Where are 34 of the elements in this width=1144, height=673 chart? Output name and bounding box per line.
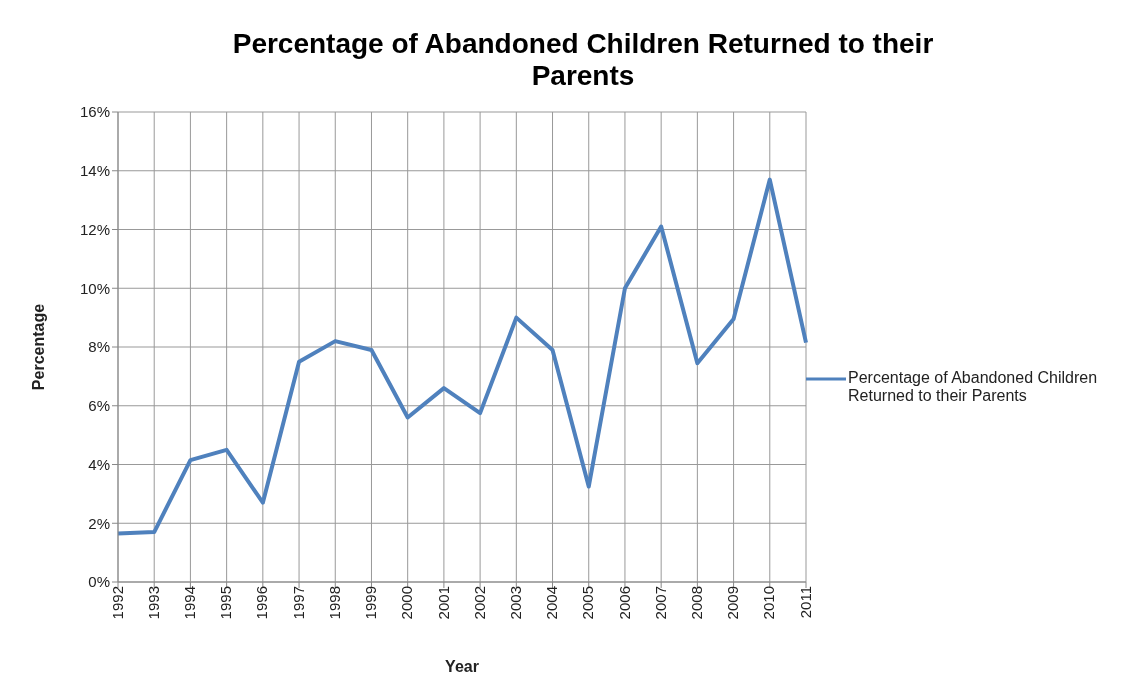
x-tick-label: 1992 [108,586,126,620]
y-tick-label: 16% [79,103,110,121]
y-axis-title: Percentage [29,303,47,391]
x-tick-label: 2011 [796,586,814,619]
x-tick-label: 1994 [181,586,199,620]
y-tick-label: 4% [88,455,110,473]
x-tick-label: 1997 [289,586,307,620]
x-tick-label: 1998 [325,586,343,620]
x-axis-title: Year [445,658,479,673]
x-tick-label: 2009 [724,586,742,620]
y-tick-label: 12% [79,220,110,238]
y-tick-label: 8% [88,338,110,356]
x-tick-label: 2004 [543,586,561,620]
y-tick-label: 14% [79,162,110,180]
y-tick-label: 10% [79,279,110,297]
y-tick-label: 6% [88,397,110,415]
x-tick-label: 1996 [253,586,271,620]
x-tick-label: 1995 [217,586,235,620]
x-tick-label: 2003 [506,586,524,620]
x-tick-label: 1999 [362,586,380,620]
x-tick-label: 2007 [651,586,669,620]
y-tick-label: 0% [88,573,110,591]
x-tick-label: 2006 [615,586,633,620]
x-tick-label: 2010 [760,586,778,620]
x-tick-label: 2001 [434,586,452,620]
x-tick-label: 2005 [579,586,597,620]
x-tick-label: 2008 [688,586,706,620]
y-tick-label: 2% [88,514,110,532]
chart-title: Percentage of Abandoned Children Returned to their Parents [231,27,935,92]
x-tick-label: 2000 [398,586,416,620]
line-series [116,177,808,536]
x-tick-label: 2002 [470,586,488,620]
x-tick-label: 1993 [144,586,162,620]
legend-label: Percentage of Abandoned Children Returned to their Parents [848,369,1099,405]
